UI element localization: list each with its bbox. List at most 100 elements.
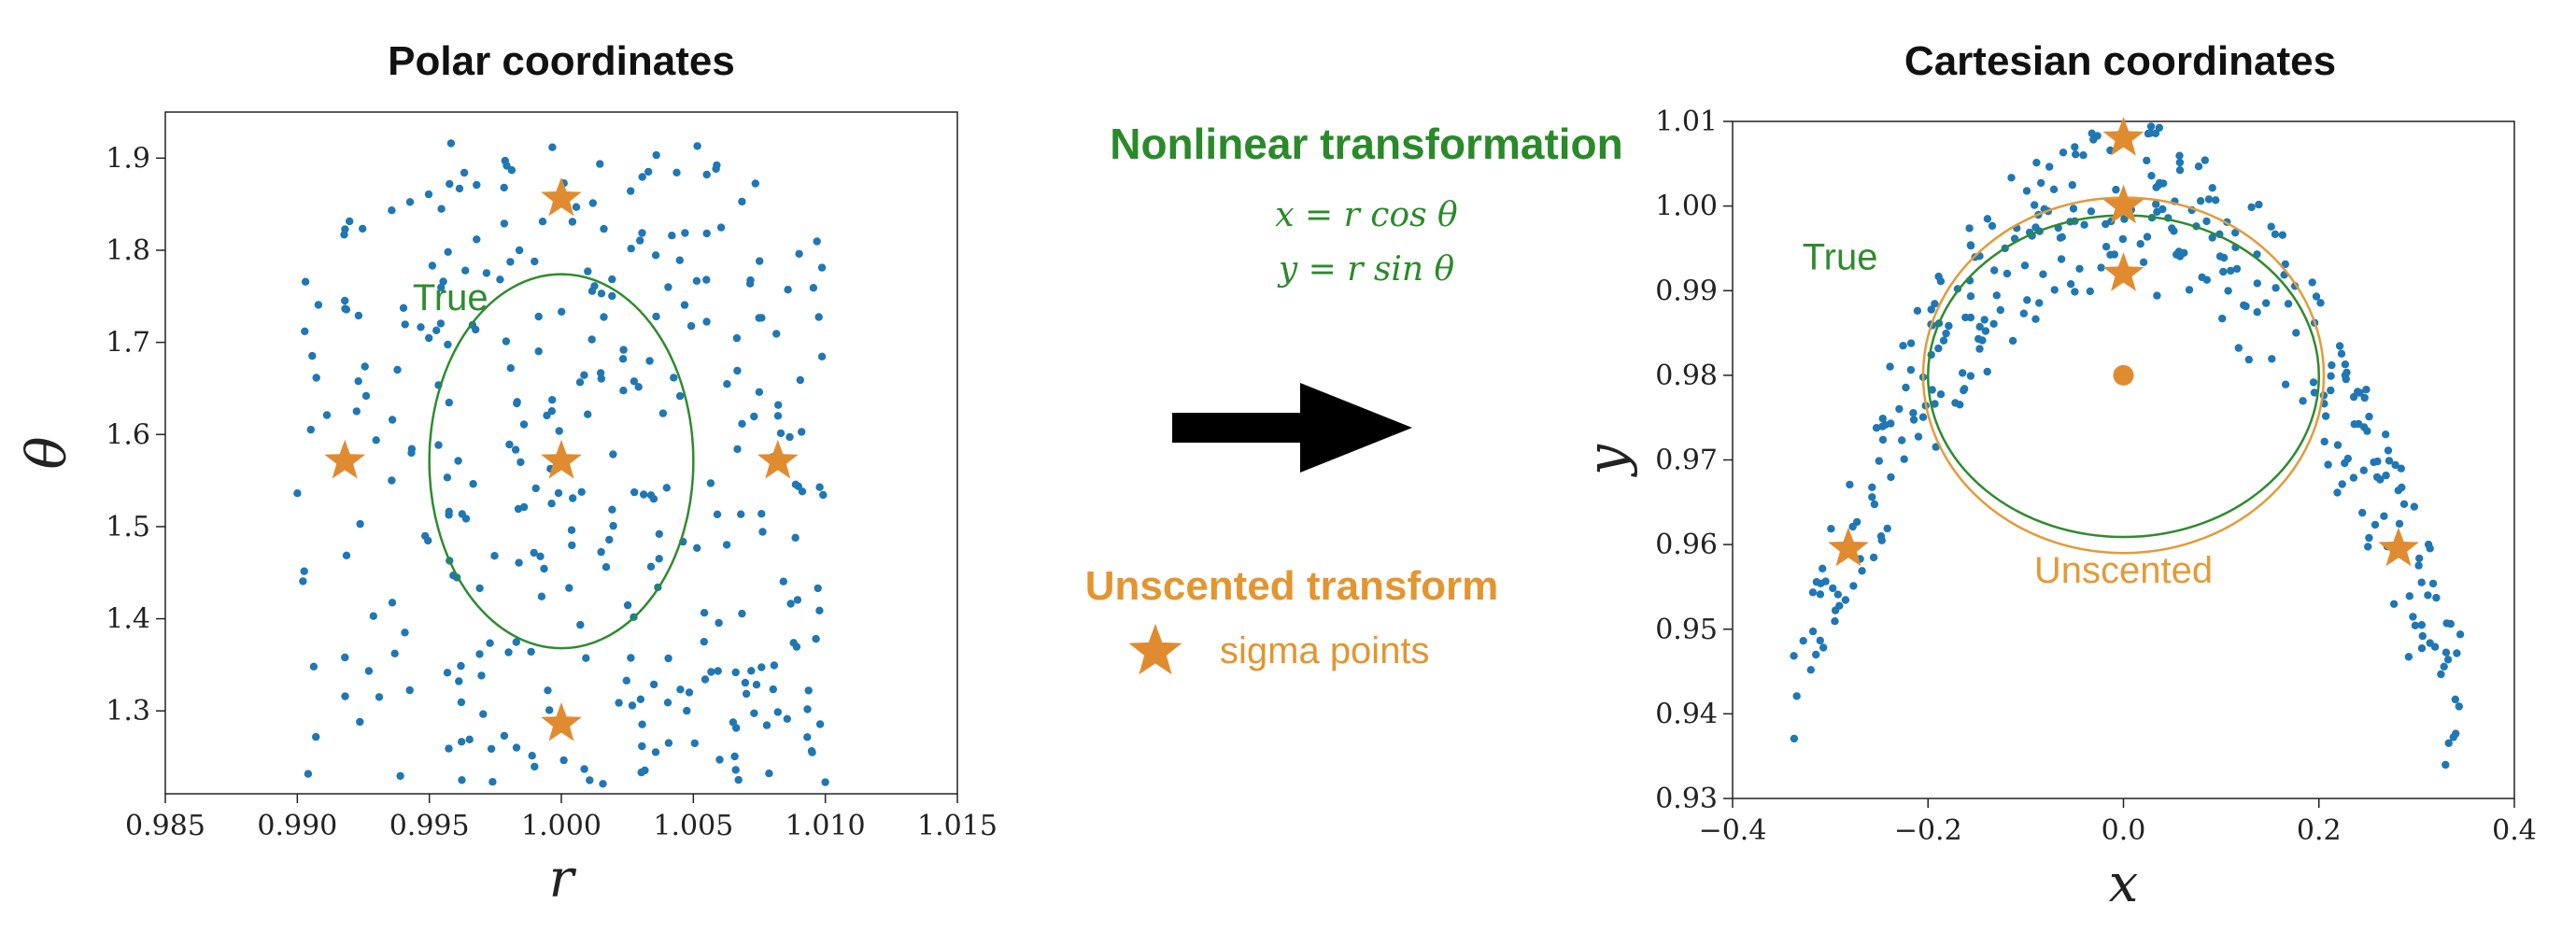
sample-point	[293, 489, 302, 498]
sample-point	[757, 510, 766, 518]
sample-point	[2328, 360, 2336, 370]
sample-point	[652, 150, 660, 160]
sample-point	[2418, 631, 2427, 641]
sample-point	[2080, 220, 2088, 229]
sample-point	[2008, 336, 2017, 346]
sample-point	[815, 606, 824, 614]
sample-point	[2362, 386, 2371, 394]
sample-point	[2308, 278, 2316, 287]
sample-point	[693, 544, 701, 552]
sample-point	[312, 374, 320, 382]
x-tick-label: 0.0	[2102, 814, 2146, 847]
polar-chart: Polar coordinates 0.985 0.990 0.995 1.000 1.0…	[15, 38, 998, 910]
sample-point	[672, 168, 681, 177]
sample-point	[2071, 143, 2079, 151]
sample-point	[446, 139, 456, 148]
sample-point	[2139, 258, 2148, 266]
sigma-points-label: sigma points	[1220, 630, 1430, 671]
sample-point	[536, 552, 545, 560]
sample-point	[638, 229, 646, 237]
sample-point	[1975, 345, 1984, 353]
x-axis-label: r	[549, 849, 577, 910]
sample-point	[809, 284, 818, 292]
sample-point	[361, 362, 369, 371]
sample-point	[747, 667, 756, 675]
sample-point	[1877, 536, 1887, 544]
sample-point	[1914, 432, 1923, 441]
sample-point	[817, 352, 827, 360]
sample-point	[619, 346, 628, 354]
y-tick-label: 0.97	[1655, 445, 1718, 477]
sample-point	[496, 275, 504, 284]
sample-point	[428, 261, 437, 270]
sample-point	[701, 675, 710, 684]
sample-point	[475, 650, 484, 658]
sample-point	[640, 490, 648, 499]
sample-point	[622, 676, 630, 685]
sample-point	[1812, 650, 1820, 659]
sample-point	[2327, 372, 2335, 380]
sample-point	[2086, 287, 2094, 296]
sample-point	[455, 677, 463, 685]
y-tick-label: 0.98	[1655, 360, 1718, 392]
sample-point	[2185, 286, 2194, 294]
sample-point	[819, 490, 828, 500]
sample-point	[555, 427, 563, 435]
sample-point	[1913, 306, 1922, 315]
sample-point	[596, 369, 605, 377]
equation-y: y = r sin θ	[1277, 250, 1455, 289]
sample-point	[738, 197, 746, 206]
sample-point	[628, 701, 637, 710]
sample-point	[472, 325, 480, 334]
sample-point	[2399, 500, 2409, 508]
sample-point	[393, 365, 402, 374]
sample-point	[1931, 400, 1939, 408]
sample-point	[1978, 336, 1987, 345]
sample-point	[2338, 480, 2346, 488]
sample-point	[600, 313, 608, 321]
sample-point	[651, 251, 660, 260]
sample-point	[599, 780, 607, 788]
sample-point	[2175, 151, 2184, 160]
sample-point	[2144, 129, 2153, 138]
sample-point	[769, 685, 777, 694]
sample-point	[2414, 561, 2423, 570]
sample-point	[1849, 582, 1858, 590]
unscented-transform-title: Unscented transform	[1085, 563, 1499, 609]
sample-point	[1821, 577, 1830, 586]
y-tick-label: 0.93	[1655, 783, 1718, 815]
x-tick-label: 1.010	[786, 810, 866, 842]
sample-point	[2409, 613, 2417, 621]
sample-point	[2218, 314, 2227, 323]
sample-point	[479, 710, 488, 718]
sample-point	[2440, 662, 2448, 671]
sample-point	[359, 224, 367, 233]
sample-point	[569, 494, 577, 502]
plot-frame	[1732, 120, 2515, 799]
sample-point	[596, 160, 604, 168]
y-tick-label: 1.6	[106, 418, 150, 451]
sample-point	[1934, 344, 1943, 353]
sample-point	[702, 275, 711, 284]
sample-point	[741, 678, 750, 687]
sample-point	[1833, 590, 1843, 599]
sample-point	[2212, 196, 2220, 205]
sample-point	[655, 530, 663, 538]
sample-point	[1906, 339, 1916, 347]
sample-point	[2219, 267, 2228, 276]
sample-point	[586, 776, 594, 784]
sample-point	[2224, 287, 2232, 295]
sample-point	[2391, 460, 2399, 470]
sample-point	[1902, 383, 1910, 392]
sample-point	[1819, 564, 1827, 572]
sample-point	[608, 291, 616, 301]
sample-point	[2341, 360, 2350, 369]
sample-point	[1959, 369, 1967, 377]
sample-point	[1829, 584, 1837, 593]
sample-point	[2430, 643, 2440, 651]
sample-point	[2147, 172, 2156, 180]
sample-point	[388, 416, 397, 424]
sample-point	[2031, 201, 2039, 209]
sample-point	[2120, 215, 2129, 223]
sample-point	[576, 620, 585, 629]
